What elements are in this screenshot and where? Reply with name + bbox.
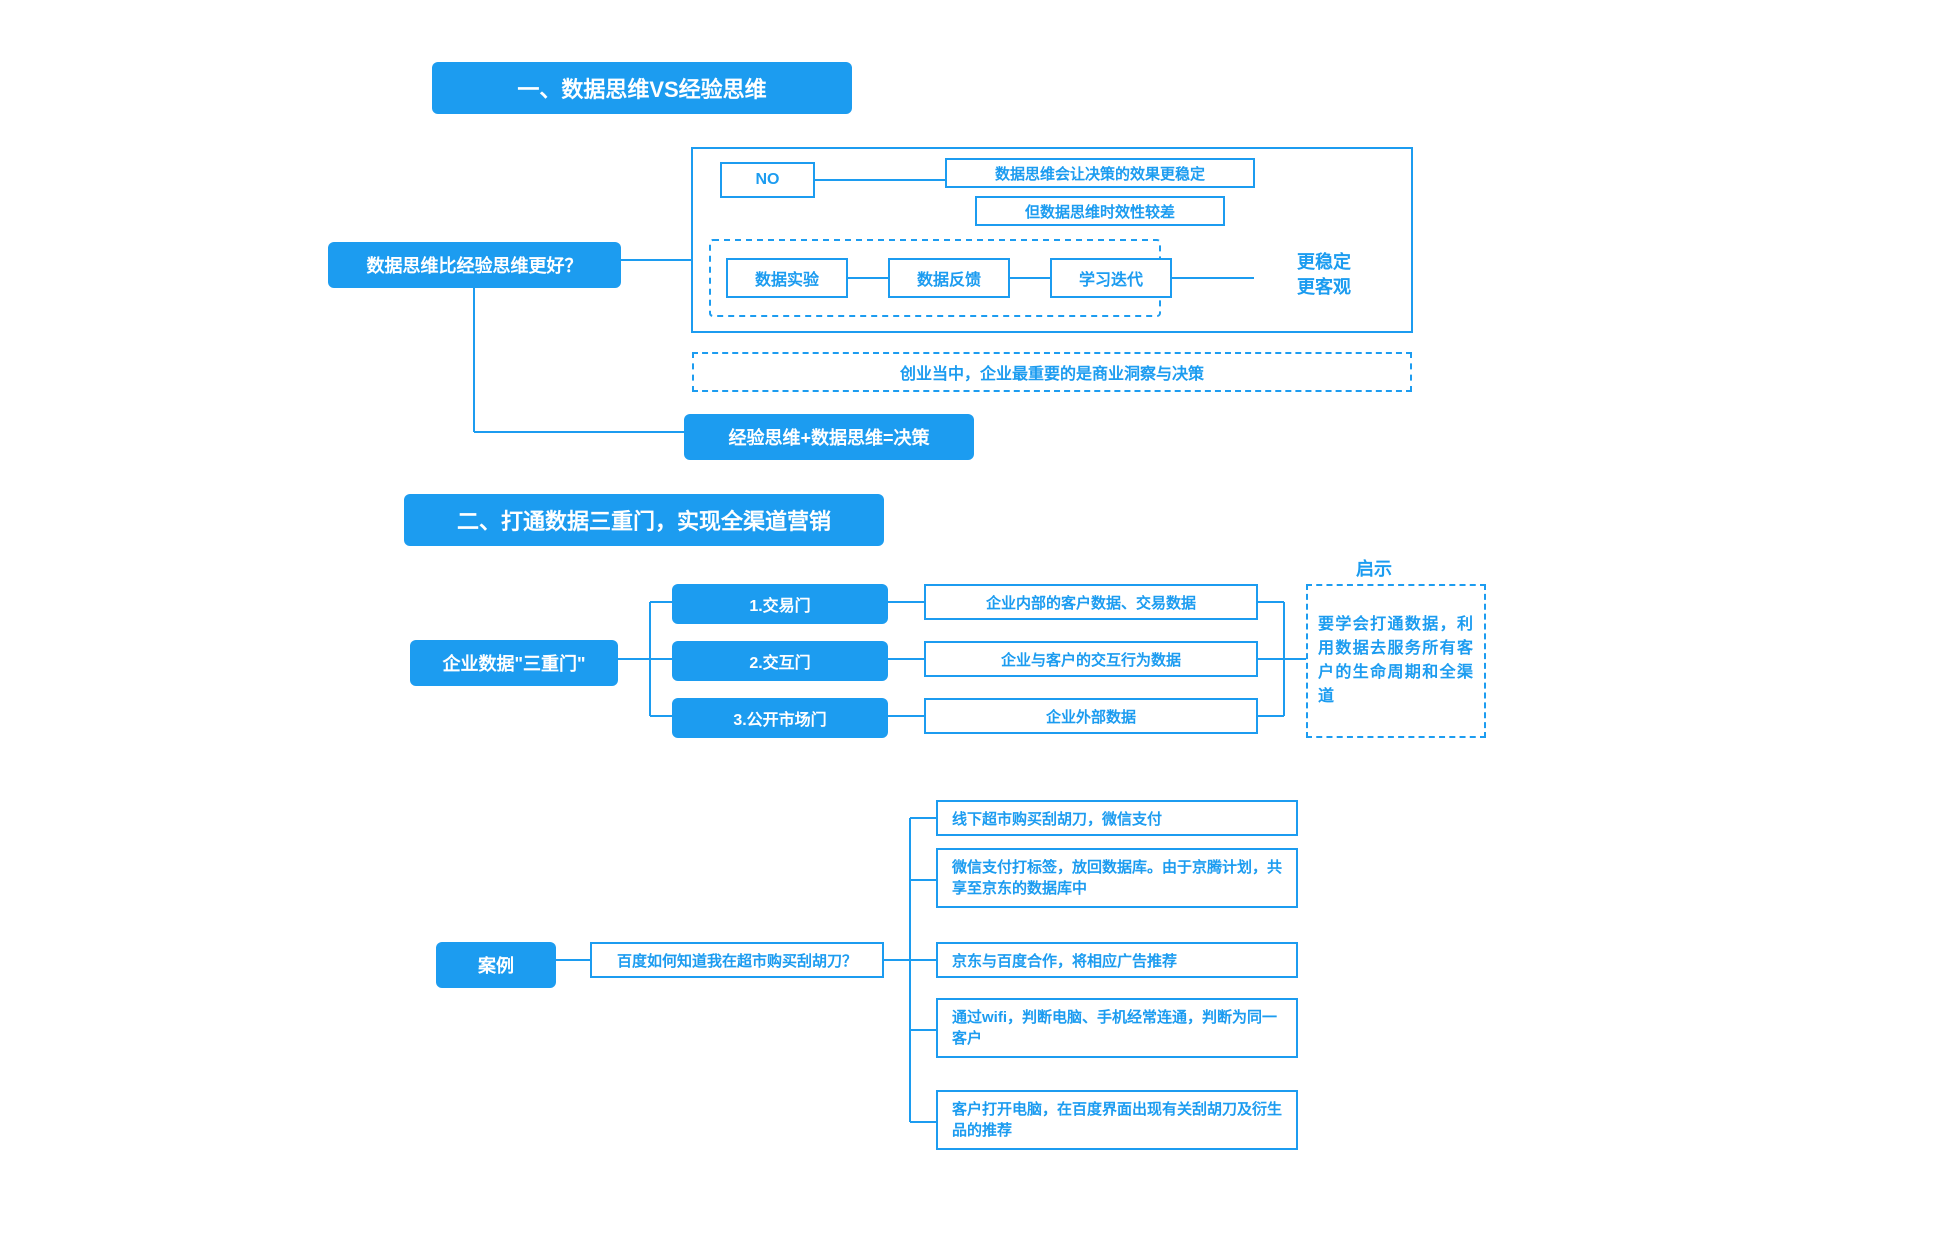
no-detail-2: 但数据思维时效性较差: [975, 196, 1225, 226]
section1-footnote: 创业当中，企业最重要的是商业洞察与决策: [692, 352, 1412, 392]
case-step-1: 线下超市购买刮胡刀，微信支付: [936, 800, 1298, 836]
case-step-4: 通过wifi，判断电脑、手机经常连通，判断为同一客户: [936, 998, 1298, 1058]
loop-step-3: 学习迭代: [1050, 258, 1172, 298]
loop-step-1: 数据实验: [726, 258, 848, 298]
insight-title: 启示: [1356, 555, 1392, 581]
case-step-2: 微信支付打标签，放回数据库。由于京腾计划，共享至京东的数据库中: [936, 848, 1298, 908]
no-box: NO: [720, 162, 815, 198]
loop-result-line2: 更客观: [1254, 275, 1394, 300]
section1-question: 数据思维比经验思维更好？: [328, 242, 621, 288]
case-step-3: 京东与百度合作，将相应广告推荐: [936, 942, 1298, 978]
no-detail-1: 数据思维会让决策的效果更稳定: [945, 158, 1255, 188]
insight-box: 要学会打通数据，利用数据去服务所有客户的生命周期和全渠道: [1306, 584, 1486, 738]
section1-conclusion: 经验思维+数据思维=决策: [684, 414, 974, 460]
case-title: 案例: [436, 942, 556, 988]
loop-step-2: 数据反馈: [888, 258, 1010, 298]
case-step-5: 客户打开电脑，在百度界面出现有关刮胡刀及衍生品的推荐: [936, 1090, 1298, 1150]
door-2-name: 2.交互门: [672, 641, 888, 681]
section2-header: 二、打通数据三重门，实现全渠道营销: [404, 494, 884, 546]
door-3-desc: 企业外部数据: [924, 698, 1258, 734]
door-1-name: 1.交易门: [672, 584, 888, 624]
door-1-desc: 企业内部的客户数据、交易数据: [924, 584, 1258, 620]
loop-result-line1: 更稳定: [1254, 250, 1394, 275]
doors-title: 企业数据"三重门": [410, 640, 618, 686]
loop-result: 更稳定 更客观: [1254, 250, 1394, 300]
door-3-name: 3.公开市场门: [672, 698, 888, 738]
case-question: 百度如何知道我在超市购买刮胡刀？: [590, 942, 884, 978]
section1-header: 一、数据思维VS经验思维: [432, 62, 852, 114]
door-2-desc: 企业与客户的交互行为数据: [924, 641, 1258, 677]
